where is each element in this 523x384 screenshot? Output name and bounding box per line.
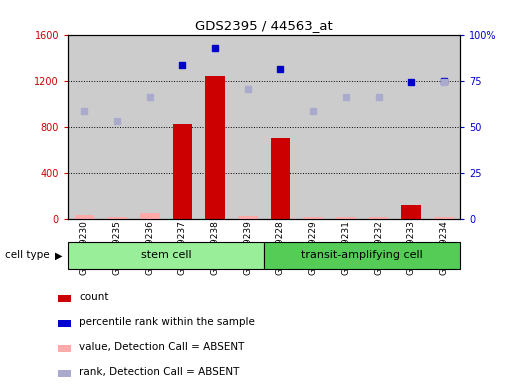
Title: GDS2395 / 44563_at: GDS2395 / 44563_at — [195, 19, 333, 32]
Bar — [107, 217, 127, 219]
Bar — [303, 217, 323, 219]
Bar — [395, 35, 428, 219]
Bar — [362, 35, 395, 219]
Bar — [428, 35, 460, 219]
Text: cell type: cell type — [5, 250, 50, 260]
Bar — [58, 295, 71, 302]
Bar — [58, 345, 71, 352]
Bar — [329, 35, 362, 219]
Bar — [238, 216, 257, 219]
Bar — [206, 76, 225, 219]
Text: ▶: ▶ — [55, 250, 62, 260]
Bar — [173, 124, 192, 219]
Bar — [264, 242, 460, 269]
Bar — [166, 35, 199, 219]
Text: transit-amplifying cell: transit-amplifying cell — [301, 250, 423, 260]
Bar — [231, 35, 264, 219]
Text: stem cell: stem cell — [141, 250, 191, 260]
Text: value, Detection Call = ABSENT: value, Detection Call = ABSENT — [79, 342, 244, 352]
Bar — [369, 217, 388, 219]
Bar — [133, 35, 166, 219]
Bar — [68, 242, 264, 269]
Bar — [264, 35, 297, 219]
Bar — [199, 35, 231, 219]
Bar — [336, 217, 356, 219]
Bar — [58, 320, 71, 327]
Text: percentile rank within the sample: percentile rank within the sample — [79, 317, 255, 327]
Bar — [140, 213, 160, 219]
Bar — [434, 217, 453, 219]
Bar — [68, 35, 100, 219]
Bar — [402, 205, 421, 219]
Bar — [297, 35, 329, 219]
Bar — [74, 215, 94, 219]
Text: rank, Detection Call = ABSENT: rank, Detection Call = ABSENT — [79, 367, 240, 377]
Bar — [100, 35, 133, 219]
Bar — [271, 138, 290, 219]
Bar — [58, 370, 71, 377]
Text: count: count — [79, 292, 108, 302]
